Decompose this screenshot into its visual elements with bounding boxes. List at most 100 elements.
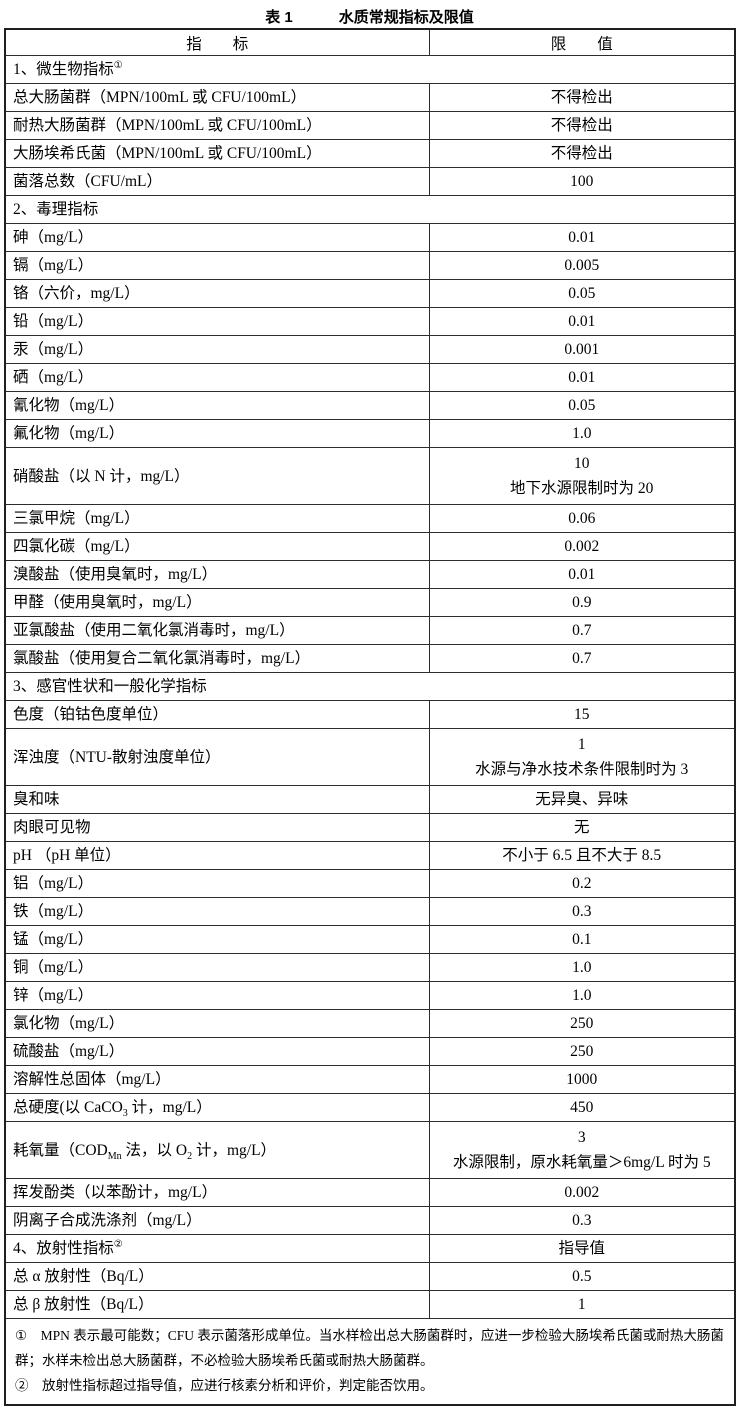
footnote-cell: ① MPN 表示最可能数；CFU 表示菌落形成单位。当水样检出总大肠菌群时，应进…: [4, 1318, 736, 1406]
indicator-text: 挥发酚类（以苯酚计，mg/L）: [13, 1184, 218, 1201]
footnote-2: ② 放射性指标超过指导值，应进行核素分析和评价，判定能否饮用。: [15, 1378, 434, 1393]
limit-line: 0.3: [572, 903, 592, 920]
limit-cell: 指导值: [428, 1234, 736, 1263]
indicator-text: 溴酸盐（使用臭氧时，mg/L）: [13, 566, 218, 583]
limit-line: 100: [570, 173, 594, 190]
indicator-text: 铬（六价，mg/L）: [13, 285, 140, 302]
table-title: 表 1 水质常规指标及限值: [4, 4, 735, 28]
table-number: 表 1: [265, 8, 293, 26]
table-row: 氯化物（mg/L） 250: [4, 1009, 736, 1038]
indicator-text: 计，mg/L）: [127, 1099, 212, 1116]
indicator-cell: 氯化物（mg/L）: [4, 1009, 430, 1038]
table-row: 硝酸盐（以 N 计，mg/L） 10 地下水源限制时为 20: [4, 447, 736, 505]
limit-cell: 450: [428, 1093, 736, 1122]
note-reference: ②: [113, 1238, 123, 1250]
limit-line: 0.2: [572, 875, 592, 892]
indicator-text: 肉眼可见物: [13, 819, 91, 836]
limit-line: 0.9: [572, 594, 592, 611]
indicator-text: 法，以 O: [121, 1141, 188, 1159]
indicator-text: 三氯甲烷（mg/L）: [13, 510, 140, 527]
table-row: 三氯甲烷（mg/L） 0.06: [4, 504, 736, 533]
limit-cell: 不得检出: [428, 111, 736, 140]
limit-line: 250: [570, 1043, 594, 1060]
indicator-cell: 氯酸盐（使用复合二氧化氯消毒时，mg/L）: [4, 644, 430, 673]
indicator-cell: pH （pH 单位）: [4, 841, 430, 870]
limit-line: 0.005: [564, 257, 600, 274]
table-row: 锰（mg/L） 0.1: [4, 925, 736, 954]
limit-line: 1.0: [572, 987, 592, 1004]
limit-line: 地下水源限制时为 20: [510, 480, 654, 497]
indicator-text: 锌（mg/L）: [13, 987, 94, 1004]
table-row: 硒（mg/L） 0.01: [4, 363, 736, 392]
limit-line: 3: [577, 1129, 586, 1146]
limit-line: 1: [577, 736, 586, 753]
limit-column-header: 限 值: [428, 28, 736, 56]
indicator-text: 硒（mg/L）: [13, 369, 94, 386]
limit-line: 0.01: [568, 369, 596, 386]
table-row: 亚氯酸盐（使用二氧化氯消毒时，mg/L） 0.7: [4, 616, 736, 645]
limit-cell: 0.05: [428, 279, 736, 308]
note-reference: ①: [113, 59, 123, 71]
limit-cell: 0.005: [428, 251, 736, 280]
indicator-cell: 镉（mg/L）: [4, 251, 430, 280]
indicator-text: 1、微生物指标: [13, 61, 114, 78]
table-row: 甲醛（使用臭氧时，mg/L） 0.9: [4, 588, 736, 617]
indicator-text: 溶解性总固体（mg/L）: [13, 1071, 171, 1088]
limit-line: 不小于 6.5 且不大于 8.5: [502, 847, 662, 864]
table-row: 铝（mg/L） 0.2: [4, 869, 736, 898]
table-row: 大肠埃希氏菌（MPN/100mL 或 CFU/100mL） 不得检出: [4, 139, 736, 168]
limit-cell: 1.0: [428, 419, 736, 448]
indicator-text: 锰（mg/L）: [13, 931, 94, 948]
limit-cell: 15: [428, 700, 736, 729]
limit-line: 0.002: [564, 538, 600, 555]
table-row: 总硬度(以 CaCO3 计，mg/L） 450: [4, 1093, 736, 1122]
indicator-text: 2、毒理指标: [13, 201, 99, 218]
table-row: 汞（mg/L） 0.001: [4, 335, 736, 364]
limit-cell: 100: [428, 167, 736, 196]
limit-line: 0.06: [568, 510, 596, 527]
indicator-cell: 溴酸盐（使用臭氧时，mg/L）: [4, 560, 430, 589]
indicator-text: 四氯化碳（mg/L）: [13, 538, 140, 555]
indicator-cell: 浑浊度（NTU-散射浊度单位）: [4, 728, 430, 786]
indicator-text: 铁（mg/L）: [13, 903, 94, 920]
indicator-text: 氯酸盐（使用复合二氧化氯消毒时，mg/L）: [13, 650, 311, 667]
table-row: 铁（mg/L） 0.3: [4, 897, 736, 926]
indicator-text: 氯化物（mg/L）: [13, 1015, 125, 1032]
limit-line: 0.7: [572, 650, 592, 667]
table-row: 色度（铂钴色度单位） 15: [4, 700, 736, 729]
limit-line: 指导值: [558, 1240, 605, 1257]
indicator-cell: 溶解性总固体（mg/L）: [4, 1065, 430, 1094]
indicator-cell: 铜（mg/L）: [4, 953, 430, 982]
indicator-cell: 亚氯酸盐（使用二氧化氯消毒时，mg/L）: [4, 616, 430, 645]
table-row: 氟化物（mg/L） 1.0: [4, 419, 736, 448]
indicator-cell: 色度（铂钴色度单位）: [4, 700, 430, 729]
indicator-text: 镉（mg/L）: [13, 257, 94, 274]
indicator-text: 计，mg/L）: [192, 1141, 277, 1159]
limit-cell: 1.0: [428, 953, 736, 982]
indicator-text: 亚氯酸盐（使用二氧化氯消毒时，mg/L）: [13, 622, 295, 639]
table-row: 4、放射性指标② 指导值: [4, 1234, 736, 1263]
limit-cell: 0.3: [428, 1206, 736, 1235]
table-body: 1、微生物指标① 总大肠菌群（MPN/100mL 或 CFU/100mL） 不得检出…: [4, 55, 736, 1319]
indicator-cell: 2、毒理指标: [4, 195, 736, 224]
indicator-cell: 氰化物（mg/L）: [4, 391, 430, 420]
table-title-text: 水质常规指标及限值: [338, 8, 474, 26]
table-row: 硫酸盐（mg/L） 250: [4, 1037, 736, 1066]
indicator-text: 氟化物（mg/L）: [13, 425, 125, 442]
indicator-cell: 总 α 放射性（Bq/L）: [4, 1262, 430, 1291]
limit-cell: 250: [428, 1037, 736, 1066]
indicator-cell: 总大肠菌群（MPN/100mL 或 CFU/100mL）: [4, 83, 430, 112]
limit-cell: 不小于 6.5 且不大于 8.5: [428, 841, 736, 870]
limit-line: 1000: [566, 1071, 598, 1088]
indicator-cell: 锌（mg/L）: [4, 981, 430, 1010]
indicator-text: 4、放射性指标: [13, 1240, 114, 1257]
indicator-text: 铝（mg/L）: [13, 875, 94, 892]
limit-cell: 0.2: [428, 869, 736, 898]
limit-line: 水源与净水技术条件限制时为 3: [475, 761, 689, 778]
indicator-text: 硝酸盐（以 N 计，mg/L）: [13, 467, 190, 485]
limit-cell: 0.05: [428, 391, 736, 420]
indicator-text: 甲醛（使用臭氧时，mg/L）: [13, 594, 202, 611]
table-row: 氯酸盐（使用复合二氧化氯消毒时，mg/L） 0.7: [4, 644, 736, 673]
indicator-cell: 臭和味: [4, 785, 430, 814]
indicator-cell: 耗氧量（CODMn 法，以 O2 计，mg/L）: [4, 1121, 430, 1179]
